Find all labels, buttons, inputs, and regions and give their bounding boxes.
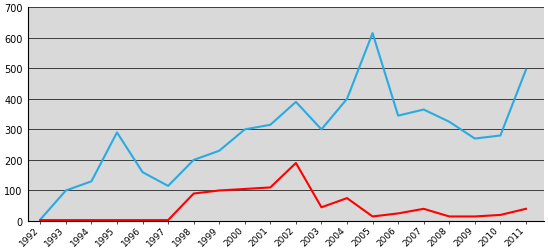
Legend: 	[526, 15, 537, 26]
